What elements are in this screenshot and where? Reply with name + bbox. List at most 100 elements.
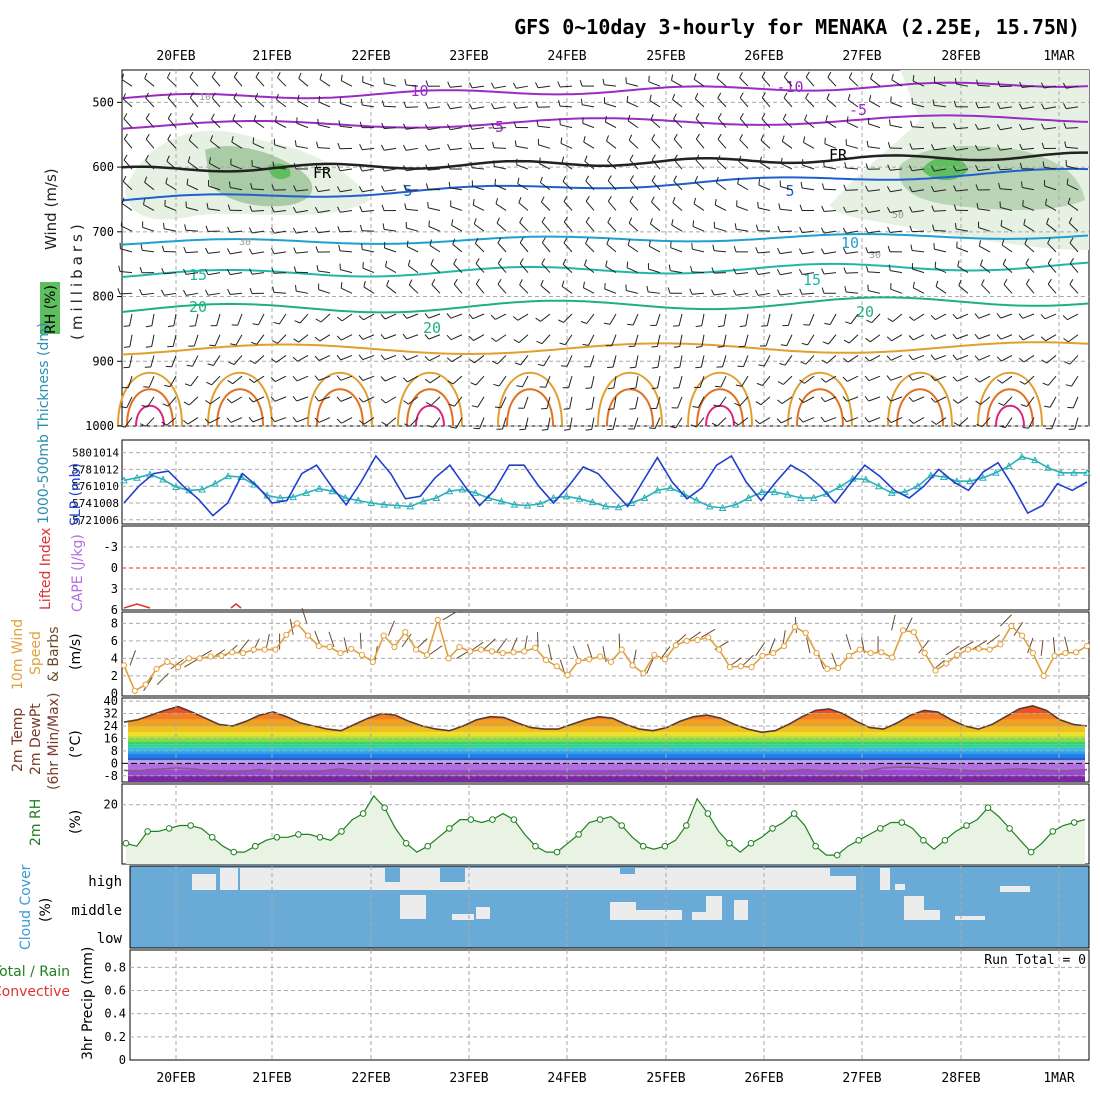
rh2m-point — [381, 804, 388, 812]
wind-barb — [649, 427, 656, 429]
wind-barb — [359, 205, 363, 212]
thickness-point — [796, 493, 805, 501]
wind-barb — [496, 222, 507, 232]
thickness-point — [380, 500, 389, 508]
wind-barb — [780, 272, 793, 276]
wind-speed-point — [337, 650, 344, 657]
wind-barb — [628, 134, 633, 141]
wind-barb — [569, 396, 573, 409]
wind-barb — [537, 363, 544, 367]
wind-barb — [495, 313, 507, 320]
wind-barb — [976, 202, 979, 209]
wind-barb — [1001, 244, 1013, 253]
rh2m-point — [424, 842, 432, 850]
wind-barb — [563, 242, 573, 253]
wind-barb — [561, 280, 565, 287]
rh2m-point — [230, 848, 238, 856]
wind-barb — [1042, 382, 1049, 386]
wind-barb — [119, 271, 133, 274]
wind-barb — [490, 103, 495, 110]
wind-barb — [513, 121, 517, 128]
wind-barb — [761, 97, 771, 108]
wind-barb — [473, 218, 477, 225]
wind-barb — [826, 355, 837, 364]
wind-barb — [455, 417, 463, 429]
wind-barb — [450, 313, 463, 319]
wind-barb — [165, 177, 168, 184]
contour-label: 10 — [199, 92, 211, 103]
thickness-point — [1018, 452, 1026, 460]
contour-line — [316, 388, 364, 427]
wind-barb — [205, 225, 209, 232]
wind-barb — [519, 428, 526, 431]
wind-barb — [843, 247, 847, 254]
thickness-point — [497, 497, 506, 505]
dewpt-line — [123, 766, 1088, 776]
cape-axis-labels: Lifted Index CAPE (J/kg) — [38, 528, 86, 612]
wind-barb — [714, 250, 727, 253]
thickness-point — [198, 485, 206, 493]
wind-barb — [1002, 258, 1007, 265]
wind-barb — [846, 417, 859, 423]
wind-barb — [761, 325, 768, 327]
wind-barb — [362, 147, 375, 151]
wind-barb — [612, 355, 617, 368]
wind-barb — [212, 355, 221, 366]
cloud-title: Cloud Cover — [18, 864, 34, 950]
tick-label: 0.6 — [104, 984, 126, 998]
wind-barb — [238, 639, 250, 653]
wind-barb — [545, 375, 551, 388]
thickness-point — [966, 477, 974, 485]
wind-barb — [1069, 242, 1079, 253]
wind-barb — [144, 72, 148, 79]
wind-barb — [670, 270, 683, 274]
wind-barb — [559, 118, 561, 125]
wind-barb — [406, 227, 419, 232]
wind-barb — [183, 246, 187, 253]
wind-barb — [743, 355, 749, 367]
wind-barb — [424, 313, 430, 319]
wind-barb — [495, 197, 499, 204]
wind-barb — [583, 287, 595, 294]
wind-barb — [758, 207, 771, 211]
wind-barb — [626, 101, 639, 108]
contour-label: -5 — [849, 101, 867, 119]
wind-barb — [1019, 81, 1023, 88]
wind-barb — [607, 222, 617, 232]
wind-barb — [908, 316, 915, 321]
wind-barb — [293, 185, 297, 192]
rh2m-point — [747, 840, 755, 847]
date-label-top: 23FEB — [449, 49, 488, 64]
wind-barb — [758, 292, 771, 296]
wind-barb — [453, 258, 457, 265]
wind-barb — [976, 79, 979, 86]
wind-barb — [252, 165, 265, 170]
rh2m-point — [898, 819, 906, 826]
wind-barb — [1045, 198, 1048, 205]
wind-barb — [952, 333, 958, 340]
wind-barb — [231, 396, 243, 404]
wind-barb — [591, 396, 595, 409]
wind-barb — [651, 196, 655, 203]
wind-barb — [978, 227, 991, 232]
wind-barb — [717, 160, 727, 170]
wind-barb — [800, 361, 807, 365]
thickness-point — [354, 496, 363, 504]
wind-barb — [1000, 614, 1012, 627]
wind-barb — [120, 219, 123, 227]
wind-barb — [738, 155, 742, 162]
wind-barb — [952, 376, 958, 382]
wind-barb — [953, 422, 960, 427]
wind-barb — [846, 144, 859, 149]
wind-barb — [913, 417, 925, 424]
rh2m-point — [1049, 828, 1056, 835]
wind-barb — [736, 205, 749, 211]
wind-barb — [827, 77, 837, 87]
wind-barb — [498, 375, 507, 387]
wind-barb — [475, 278, 480, 285]
wind-barb — [384, 83, 397, 87]
wind-barb — [1045, 204, 1057, 211]
wind-barb — [908, 419, 914, 424]
